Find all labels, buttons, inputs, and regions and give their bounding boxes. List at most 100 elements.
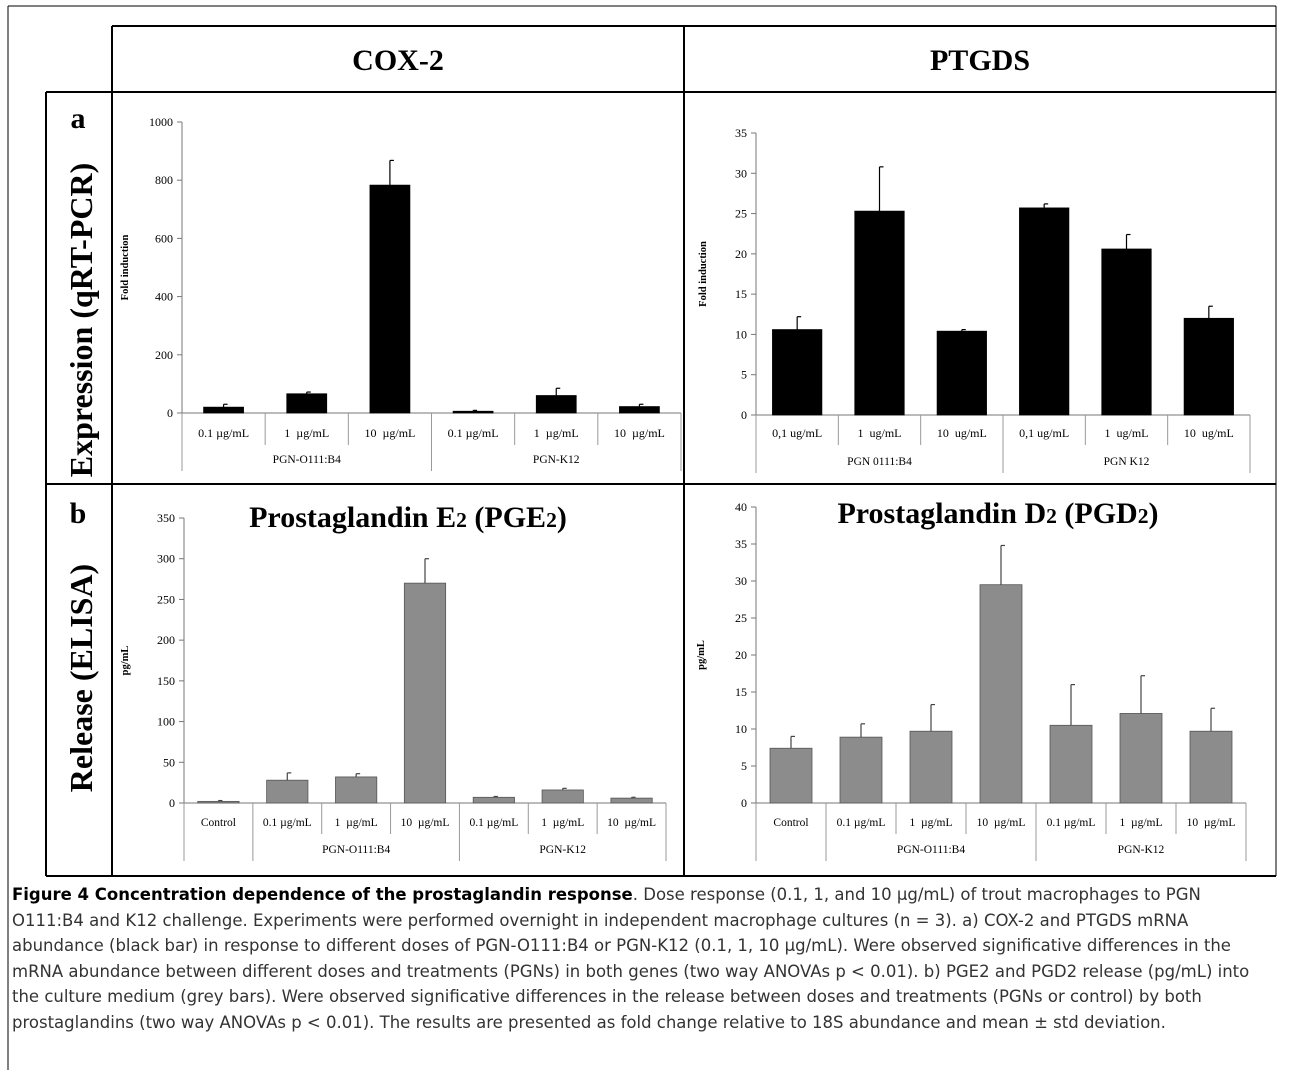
x-category-label: Control — [201, 817, 236, 829]
x-group-label: PGN 0111:B4 — [847, 456, 912, 468]
y-tick-label: 20 — [735, 648, 747, 662]
x-category-label: 10 µg/mL — [1187, 817, 1236, 829]
caption-text: . Dose response (0.1, 1, and 10 µg/mL) o… — [12, 885, 1250, 1032]
y-tick-label: 40 — [735, 500, 747, 514]
x-group-label: PGN-O111:B4 — [273, 454, 341, 466]
bar — [266, 779, 309, 804]
y-tick-label: 0 — [741, 408, 747, 422]
y-tick-label: 5 — [741, 368, 747, 382]
x-category-label: 10 µg/mL — [614, 426, 665, 440]
y-tick-label: 150 — [157, 674, 175, 688]
y-tick-label: 50 — [163, 755, 175, 769]
bar — [769, 747, 813, 804]
x-category-label: 0.1 µg/mL — [837, 817, 886, 829]
bar — [369, 184, 411, 414]
y-tick-label: 10 — [735, 722, 747, 736]
x-category-label: 10 µg/mL — [401, 817, 450, 829]
bar — [1183, 317, 1234, 416]
x-category-label: 10 µg/mL — [364, 426, 415, 440]
bar — [452, 410, 494, 414]
y-tick-label: 300 — [157, 552, 175, 566]
y-tick-label: 0 — [169, 796, 175, 810]
y-tick-label: 15 — [735, 287, 747, 301]
x-category-label: 1 µg/mL — [541, 817, 584, 829]
bar — [610, 797, 653, 804]
bar — [772, 329, 823, 416]
x-group-label: PGN-K12 — [533, 454, 580, 466]
chart-title: Prostaglandin D2 (PGD2) — [837, 497, 1158, 530]
x-category-label: 10 ug/mL — [937, 426, 987, 440]
bar — [979, 584, 1023, 804]
y-tick-label: 25 — [735, 207, 747, 221]
y-tick-label: 250 — [157, 592, 175, 606]
y-tick-label: 30 — [735, 166, 747, 180]
x-category-label: 1 µg/mL — [534, 426, 579, 440]
chart-pge2-release: 0 50 100 150 200 250 300 350 pg/mL Prostaglandin … — [120, 501, 667, 861]
bar — [541, 789, 584, 804]
chart-title: Prostaglandin E2 (PGE2) — [249, 501, 567, 534]
x-group-label: PGN-O111:B4 — [322, 844, 390, 856]
bar — [1049, 724, 1093, 804]
y-tick-label: 100 — [157, 715, 175, 729]
x-category-label: 1 µg/mL — [335, 817, 378, 829]
x-category-label: 1 µg/mL — [284, 426, 329, 440]
bar — [1189, 730, 1233, 804]
bar — [403, 582, 447, 804]
bar — [197, 800, 240, 804]
x-category-label: 10 µg/mL — [607, 817, 656, 829]
y-tick-label: 35 — [735, 537, 747, 551]
bar — [1019, 207, 1070, 416]
caption-title: Figure 4 Concentration dependence of the… — [12, 885, 633, 904]
row-letter-a: a — [71, 102, 86, 135]
x-group-label: PGN-K12 — [539, 844, 586, 856]
y-tick-label: 5 — [741, 759, 747, 773]
chart-cox2-expression: 0 200 400 600 800 1000 Fold induction 0.1 µg/mL… — [120, 115, 682, 471]
bar — [472, 796, 515, 804]
y-tick-label: 30 — [735, 574, 747, 588]
chart-pgd2-release: 0 5 10 15 20 25 30 35 40 pg/mL Prostaglandin D2 (P… — [696, 497, 1247, 861]
x-category-label: 1 ug/mL — [858, 426, 902, 440]
y-tick-label: 0 — [167, 406, 173, 420]
x-group-label: PGN-O111:B4 — [897, 844, 965, 856]
bar — [535, 395, 577, 414]
y-axis-label: pg/mL — [696, 640, 707, 670]
y-axis-label: Fold induction — [698, 241, 709, 307]
column-header-cox2: COX-2 — [352, 44, 444, 77]
x-category-label: 0,1 ug/mL — [1019, 426, 1069, 440]
y-tick-label: 600 — [155, 231, 173, 245]
y-tick-label: 1000 — [149, 115, 173, 129]
chart-ptgds-expression: 0 5 10 15 20 25 30 35 Fold induction 0,1 ug/mL 1 u… — [698, 126, 1251, 473]
x-group-label: PGN-K12 — [1118, 844, 1165, 856]
y-tick-label: 200 — [155, 348, 173, 362]
y-tick-label: 350 — [157, 511, 175, 525]
y-tick-label: 10 — [735, 327, 747, 341]
column-header-ptgds: PTGDS — [930, 44, 1030, 77]
y-tick-label: 35 — [735, 126, 747, 140]
row-letter-b: b — [70, 497, 87, 530]
bar — [619, 406, 660, 414]
x-group-label: PGN K12 — [1104, 456, 1150, 468]
bar — [839, 736, 883, 804]
y-tick-label: 800 — [155, 173, 173, 187]
bar — [286, 393, 328, 414]
x-category-label: 0,1 ug/mL — [772, 426, 822, 440]
row-label-release: Release (ELISA) — [63, 564, 99, 792]
row-label-expression: Expression (qRT-PCR) — [63, 163, 99, 477]
x-category-label: 0.1 µg/mL — [448, 426, 499, 440]
y-tick-label: 20 — [735, 247, 747, 261]
y-tick-label: 400 — [155, 290, 173, 304]
x-category-label: 1 µg/mL — [1119, 817, 1162, 829]
y-tick-label: 200 — [157, 633, 175, 647]
bar — [335, 776, 378, 804]
x-category-label: 0.1 µg/mL — [198, 426, 249, 440]
y-axis-label: pg/mL — [120, 646, 131, 676]
bar — [203, 406, 244, 414]
x-category-label: 10 ug/mL — [1184, 426, 1234, 440]
y-tick-label: 15 — [735, 685, 747, 699]
x-category-label: 10 µg/mL — [977, 817, 1026, 829]
y-tick-label: 25 — [735, 611, 747, 625]
x-category-label: 1 µg/mL — [909, 817, 952, 829]
x-category-label: 0.1 µg/mL — [469, 817, 518, 829]
bar — [909, 730, 953, 804]
